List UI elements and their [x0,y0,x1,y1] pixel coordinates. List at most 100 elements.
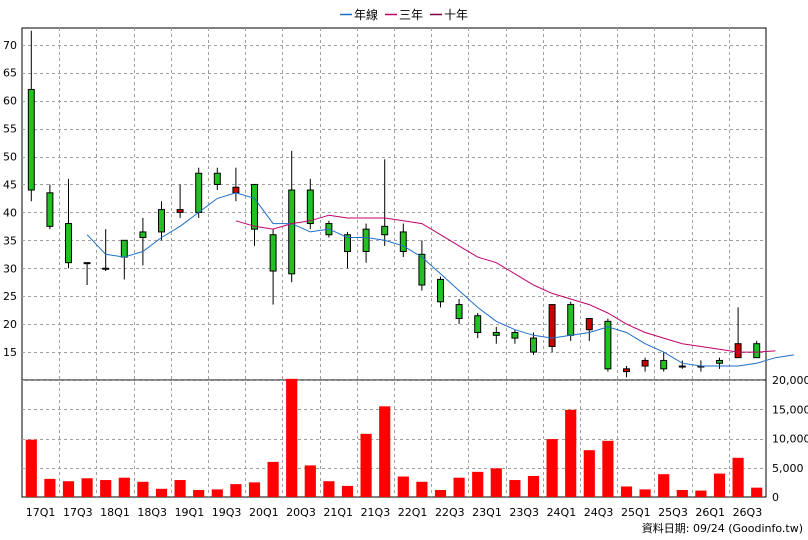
x-tick-label: 22Q1 [398,506,428,519]
candle-down [585,318,593,331]
price-tick-label: 50 [3,151,17,164]
volume-bar [193,489,205,497]
price-tick-label: 60 [3,95,17,108]
candle-up [511,332,519,339]
candle-up [492,332,500,336]
candle-up [418,253,426,286]
volume-bar [546,439,558,497]
volume-tick-label: 15,000 [772,403,808,416]
volume-tick-label: 0 [772,491,779,504]
candle-up [344,234,351,252]
x-tick-label: 21Q3 [361,506,391,519]
volume-bar [453,477,465,497]
candle-up [753,343,761,359]
candle-up [102,267,110,270]
volume-bar [490,468,502,497]
price-tick-label: 20 [3,318,17,331]
series-line [235,214,776,353]
x-tick-label: 19Q3 [212,506,242,519]
volume-bar [509,480,521,497]
volume-bar [44,478,56,497]
x-tick-label: 17Q3 [63,506,93,519]
volume-bar [602,440,614,497]
price-tick-label: 55 [3,123,17,136]
volume-bar [174,480,186,497]
volume-bar [211,489,223,497]
x-tick-label: 23Q3 [509,506,539,519]
candle-up [269,234,277,272]
x-tick-label: 24Q3 [584,506,614,519]
volume-bar [416,481,428,497]
volume-bar [25,439,37,497]
candle-up [716,359,723,364]
volume-bar [248,482,261,497]
volume-bar [434,489,447,497]
volume-tick-label: 20,000 [772,374,808,387]
price-tick-label: 65 [3,67,17,80]
volume-bar [118,477,130,497]
candle-up [251,183,258,230]
volume-bar [360,433,372,497]
volume-bar [323,481,335,497]
legend-label: 三年 [399,8,423,22]
candle-up [604,320,612,370]
volume-bar [713,473,726,497]
candle-up [530,337,537,353]
x-tick-label: 20Q3 [286,506,316,519]
candle-up [437,278,444,303]
candle-up [381,225,389,236]
candle-up [120,239,128,258]
candle-down [641,359,649,367]
volume-bar [583,450,595,497]
volume-bars [25,378,763,497]
x-tick-label: 17Q1 [26,506,56,519]
candle-up [455,304,463,320]
volume-bar [155,488,168,497]
grid [22,28,766,497]
axes: 15 20 25 30 35 40 45 50 55 60 65 70 0 5,000 10,000 15,0… [3,39,808,519]
volume-bar [379,406,391,497]
price-tick-label: 70 [3,39,17,52]
volume-bar [100,480,112,497]
price-tick-label: 40 [3,206,17,219]
volume-tick-label: 5,000 [772,462,804,475]
candle-up [474,315,482,334]
volume-tick-label: 10,000 [772,433,808,446]
legend-label: 十年 [444,8,468,22]
volume-bar [620,486,633,497]
candle-up [158,209,165,233]
x-tick-label: 23Q1 [472,506,502,519]
volume-bar [137,481,149,497]
candle-up [83,262,91,265]
legend-label: 年線 [354,7,378,22]
volume-bar [565,409,577,497]
x-tick-label: 24Q1 [547,506,577,519]
volume-bar [658,474,670,497]
candle-down [623,368,630,373]
volume-bar [62,481,75,497]
volume-bar [397,476,409,497]
volume-bar [230,484,242,497]
candle-up [195,172,203,213]
volume-bar [695,490,707,497]
data-date-footer: 資料日期: 09/24 (Goodinfo.tw) [642,521,803,535]
candle-up [46,192,54,227]
price-tick-label: 35 [3,234,17,247]
x-tick-label: 26Q1 [695,506,725,519]
price-tick-label: 45 [3,178,17,191]
x-tick-label: 25Q1 [621,506,651,519]
moving-average-lines [86,192,794,367]
volume-bar [304,465,316,497]
candle-up [306,189,314,225]
candle-up [567,304,575,336]
volume-bar [751,487,763,497]
volume-bar [341,485,354,497]
x-tick-label: 18Q1 [100,506,130,519]
x-tick-label: 22Q3 [435,506,465,519]
volume-bar [676,489,688,497]
volume-bar [732,457,744,497]
price-tick-label: 15 [3,346,17,359]
candle-up [678,365,686,368]
candle-up [139,231,147,239]
